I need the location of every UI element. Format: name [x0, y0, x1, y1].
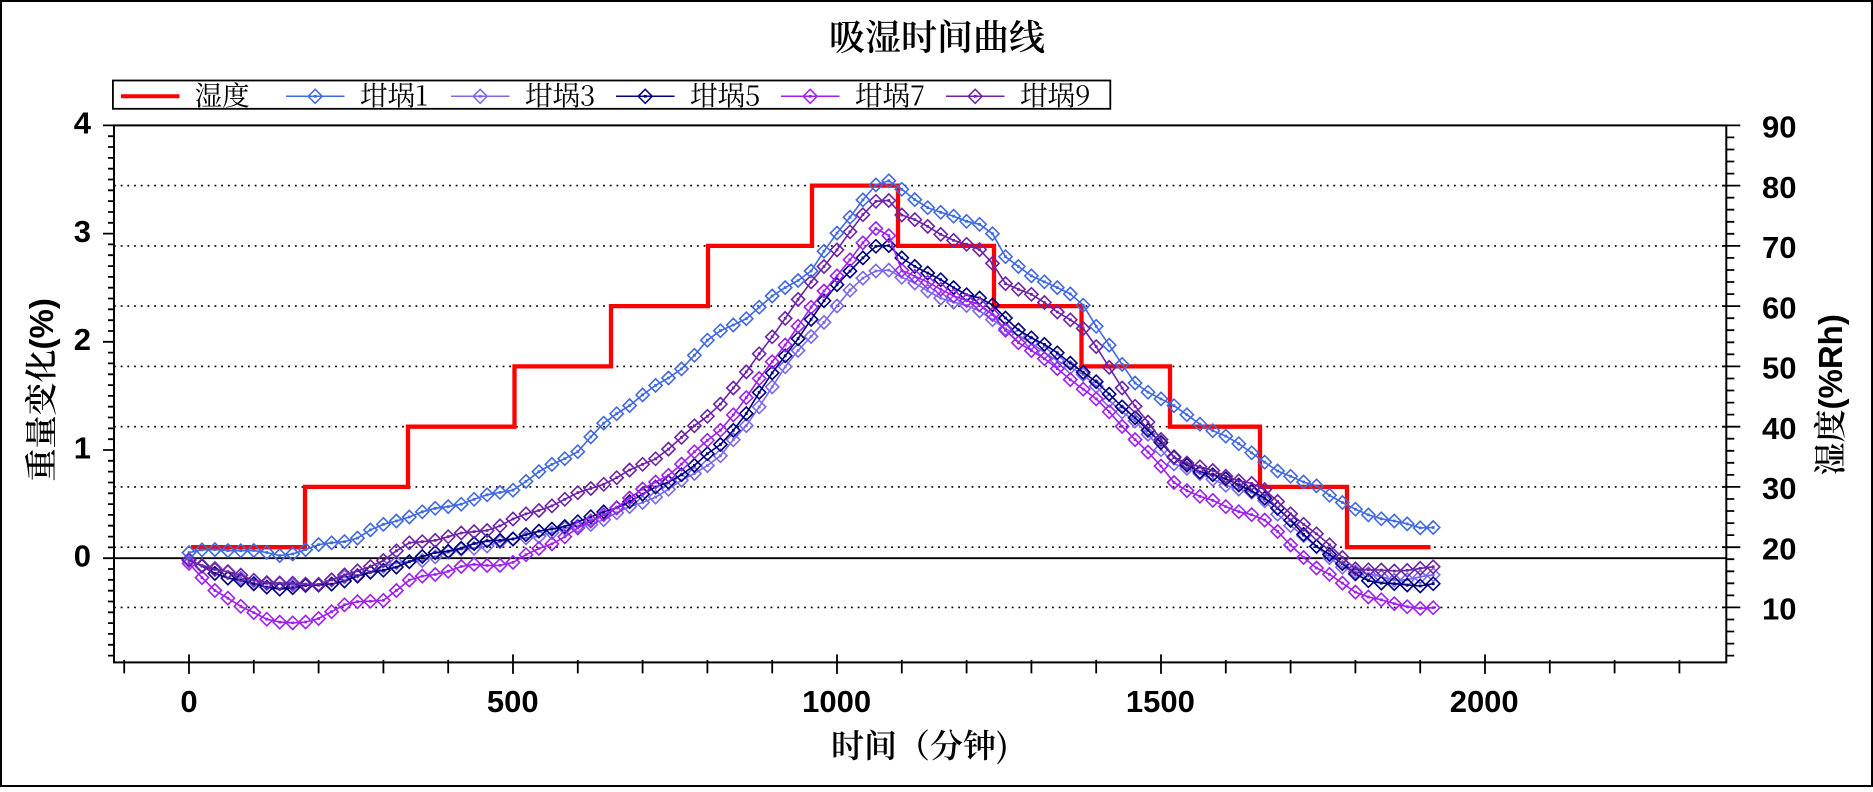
svg-text:80: 80: [1762, 170, 1796, 205]
svg-text:0: 0: [180, 684, 197, 719]
svg-text:0: 0: [74, 539, 91, 574]
svg-text:30: 30: [1762, 471, 1796, 506]
svg-text:60: 60: [1762, 290, 1796, 325]
svg-text:70: 70: [1762, 230, 1796, 265]
svg-text:3: 3: [74, 214, 91, 249]
svg-text:10: 10: [1762, 592, 1796, 627]
svg-text:1: 1: [74, 430, 91, 465]
svg-text:1000: 1000: [802, 684, 871, 719]
svg-text:(%Rh): (%Rh): [1812, 314, 1849, 409]
svg-text:90: 90: [1762, 110, 1796, 145]
svg-text:2: 2: [74, 322, 91, 357]
svg-text:(%): (%): [23, 298, 60, 349]
svg-text:2000: 2000: [1450, 684, 1519, 719]
svg-text:20: 20: [1762, 532, 1796, 567]
svg-text:500: 500: [487, 684, 539, 719]
svg-text:4: 4: [74, 106, 92, 141]
svg-text:40: 40: [1762, 411, 1796, 446]
svg-text:1500: 1500: [1126, 684, 1195, 719]
svg-text:50: 50: [1762, 351, 1796, 386]
